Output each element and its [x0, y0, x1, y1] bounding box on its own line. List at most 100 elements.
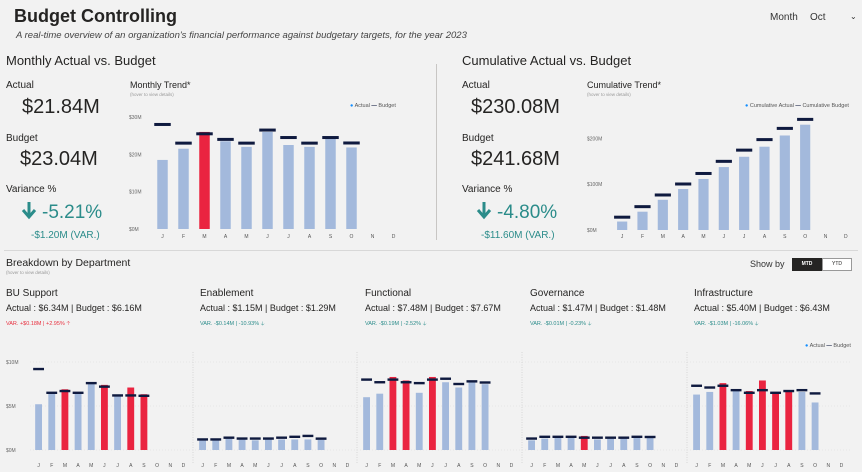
budget-marker[interactable] [756, 388, 768, 392]
budget-marker[interactable] [289, 435, 301, 438]
budget-marker[interactable] [175, 141, 192, 145]
actual-bar[interactable] [157, 159, 168, 229]
budget-marker[interactable] [578, 436, 590, 439]
actual-bar[interactable] [798, 391, 806, 450]
budget-marker[interactable] [695, 171, 712, 175]
budget-marker[interactable] [98, 385, 110, 388]
budget-marker[interactable] [302, 434, 314, 438]
actual-bar[interactable] [220, 141, 231, 229]
actual-bar[interactable] [317, 439, 325, 450]
budget-marker[interactable] [783, 389, 795, 393]
budget-marker[interactable] [33, 367, 45, 371]
actual-bar[interactable] [745, 391, 753, 450]
actual-bar[interactable] [35, 404, 43, 450]
actual-bar[interactable] [61, 389, 69, 450]
budget-marker[interactable] [210, 438, 222, 441]
actual-bar[interactable] [74, 392, 82, 450]
budget-marker[interactable] [154, 122, 171, 126]
budget-marker[interactable] [315, 437, 327, 440]
budget-marker[interactable] [276, 436, 288, 439]
budget-marker[interactable] [770, 391, 782, 394]
actual-bar[interactable] [779, 135, 790, 230]
actual-bar[interactable] [811, 402, 819, 450]
actual-bar[interactable] [481, 384, 489, 450]
actual-bar[interactable] [758, 380, 766, 450]
actual-bar[interactable] [87, 383, 95, 450]
actual-bar[interactable] [580, 435, 588, 450]
actual-bar[interactable] [48, 393, 56, 450]
budget-marker[interactable] [387, 378, 399, 381]
budget-marker[interactable] [730, 388, 742, 392]
budget-marker[interactable] [796, 388, 808, 392]
department-trend-charts[interactable]: $0M $5M $10M J F M A M J J A S O N D J F M A M J J A S O N D J F M A M J… [0, 352, 862, 472]
actual-bar[interactable] [238, 439, 246, 450]
budget-marker[interactable] [223, 436, 235, 439]
actual-bar[interactable] [325, 137, 336, 229]
actual-bar[interactable] [455, 387, 463, 450]
budget-marker[interactable] [196, 132, 213, 136]
actual-bar[interactable] [283, 145, 294, 229]
budget-marker[interactable] [539, 435, 551, 438]
budget-marker[interactable] [72, 391, 84, 394]
budget-marker[interactable] [605, 436, 617, 439]
budget-marker[interactable] [374, 381, 386, 384]
budget-marker[interactable] [691, 384, 703, 387]
actual-bar[interactable] [100, 384, 108, 450]
actual-bar[interactable] [719, 383, 727, 450]
budget-marker[interactable] [125, 394, 137, 397]
budget-marker[interactable] [797, 117, 814, 121]
actual-bar[interactable] [593, 439, 601, 450]
actual-bar[interactable] [262, 131, 273, 229]
budget-marker[interactable] [400, 381, 412, 384]
budget-marker[interactable] [59, 389, 71, 393]
budget-marker[interactable] [715, 159, 732, 163]
budget-marker[interactable] [301, 141, 318, 145]
actual-bar[interactable] [346, 147, 357, 229]
mtd-toggle-button[interactable]: MTD [792, 258, 822, 271]
actual-bar[interactable] [800, 124, 811, 230]
actual-bar[interactable] [468, 381, 476, 450]
budget-marker[interactable] [259, 128, 276, 132]
actual-bar[interactable] [620, 437, 628, 450]
budget-marker[interactable] [466, 380, 478, 383]
budget-marker[interactable] [280, 136, 297, 140]
cumulative-trend-chart[interactable]: $0M $100M $200M J F M A M J J A S O N D [586, 108, 858, 244]
budget-marker[interactable] [756, 138, 773, 142]
actual-bar[interactable] [718, 167, 729, 230]
actual-bar[interactable] [199, 440, 207, 450]
actual-bar[interactable] [251, 440, 259, 450]
budget-marker[interactable] [704, 386, 716, 389]
actual-bar[interactable] [389, 376, 397, 450]
budget-marker[interactable] [197, 438, 209, 441]
actual-bar[interactable] [212, 440, 220, 450]
actual-bar[interactable] [698, 178, 709, 230]
budget-marker[interactable] [112, 394, 124, 397]
actual-bar[interactable] [617, 221, 628, 230]
actual-bar[interactable] [199, 131, 210, 229]
budget-marker[interactable] [634, 205, 651, 209]
actual-bar[interactable] [304, 439, 312, 450]
budget-marker[interactable] [526, 437, 538, 440]
budget-marker[interactable] [743, 391, 755, 394]
actual-bar[interactable] [114, 396, 122, 450]
actual-bar[interactable] [759, 146, 770, 230]
actual-bar[interactable] [442, 382, 450, 450]
budget-marker[interactable] [138, 394, 150, 397]
budget-marker[interactable] [217, 137, 234, 141]
budget-marker[interactable] [249, 437, 261, 440]
budget-marker[interactable] [776, 126, 793, 130]
actual-bar[interactable] [772, 391, 780, 450]
actual-bar[interactable] [739, 156, 750, 230]
actual-bar[interactable] [678, 189, 689, 230]
actual-bar[interactable] [178, 148, 189, 229]
budget-marker[interactable] [717, 384, 729, 387]
actual-bar[interactable] [541, 438, 549, 450]
actual-bar[interactable] [225, 438, 233, 450]
budget-marker[interactable] [552, 435, 564, 438]
actual-bar[interactable] [140, 394, 148, 450]
actual-bar[interactable] [657, 199, 668, 230]
actual-bar[interactable] [567, 437, 575, 450]
monthly-trend-chart[interactable]: $0M $10M $20M $30M J F M A M J J A S O N D [128, 108, 410, 244]
budget-marker[interactable] [322, 136, 339, 140]
budget-marker[interactable] [675, 182, 692, 186]
